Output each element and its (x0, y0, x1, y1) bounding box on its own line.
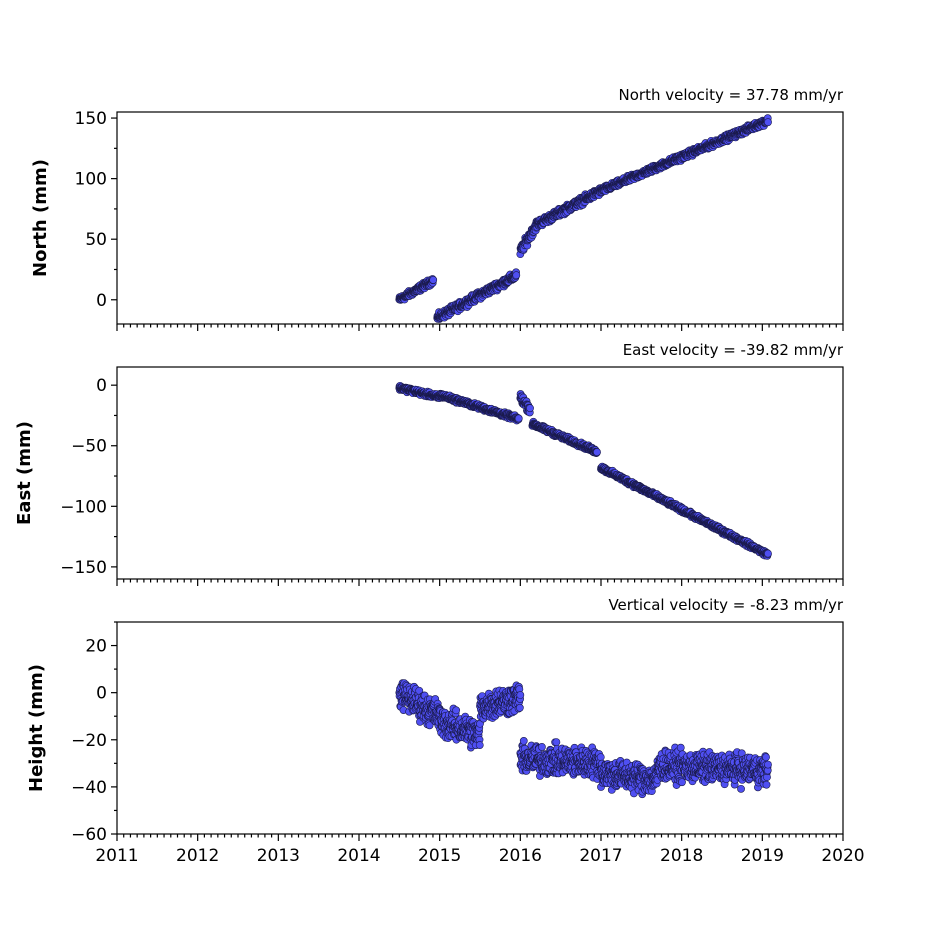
x-tick-label: 2020 (821, 846, 864, 866)
data-point (762, 753, 770, 762)
data-point (538, 743, 546, 751)
x-tick-label: 2012 (176, 846, 219, 866)
data-point (676, 743, 685, 752)
height-xaxis: 2011 2012 2013 2014 2015 2016 2017 2018 2019 2020 (95, 834, 865, 866)
y-tick-label: −150 (60, 558, 107, 578)
east-plot-frame (116, 366, 844, 580)
data-point (514, 414, 523, 423)
y-tick-label: 20 (85, 637, 107, 657)
data-point (519, 737, 528, 745)
data-point (678, 778, 686, 787)
data-point (737, 784, 745, 793)
x-tick-label: 2017 (579, 846, 622, 866)
height-yaxis: 20 0 −20 −40 −60 (71, 621, 117, 845)
x-tick-label: 2019 (741, 846, 784, 866)
north-xaxis (116, 324, 844, 331)
height-panel: Vertical velocity = -8.23 mm/yr Height (… (26, 596, 865, 866)
data-point (762, 780, 771, 789)
east-points (395, 381, 772, 560)
y-tick-label: 0 (96, 291, 107, 311)
data-point (764, 549, 772, 558)
north-yaxis: 0 50 100 150 (75, 109, 117, 311)
x-tick-label: 2016 (499, 846, 542, 866)
y-tick-label: −100 (60, 497, 107, 517)
data-point (552, 738, 561, 747)
y-tick-label: −50 (71, 437, 107, 457)
x-tick-label: 2018 (660, 846, 703, 866)
north-points (395, 114, 772, 323)
north-ylabel: North (mm) (30, 159, 51, 277)
data-point (516, 691, 525, 699)
y-tick-label: −60 (71, 825, 107, 845)
data-point (764, 118, 772, 127)
y-tick-label: 0 (96, 684, 107, 704)
east-xaxis (116, 579, 844, 586)
data-point (593, 448, 601, 456)
data-point (475, 741, 484, 749)
data-point (515, 703, 524, 712)
data-point (452, 706, 461, 715)
y-tick-label: 0 (96, 376, 107, 396)
y-tick-label: 100 (75, 170, 107, 190)
x-tick-label: 2011 (95, 846, 138, 866)
data-point (596, 753, 605, 762)
east-ylabel: East (mm) (14, 421, 35, 525)
x-tick-label: 2013 (257, 846, 300, 866)
y-tick-label: −40 (71, 778, 107, 798)
vertical-velocity-title: Vertical velocity = -8.23 mm/yr (608, 596, 843, 614)
data-point (512, 271, 521, 280)
data-point (526, 404, 534, 413)
east-velocity-title: East velocity = -39.82 mm/yr (623, 341, 844, 359)
data-point (764, 760, 772, 769)
east-yaxis: 0 −50 −100 −150 (60, 376, 117, 578)
y-tick-label: −20 (71, 731, 107, 751)
y-tick-label: 150 (75, 109, 107, 129)
x-tick-label: 2015 (418, 846, 461, 866)
y-tick-label: 50 (85, 230, 107, 250)
east-panel: East velocity = -39.82 mm/yr East (mm) 0… (14, 341, 844, 586)
data-point (429, 276, 438, 284)
north-velocity-title: North velocity = 37.78 mm/yr (619, 86, 844, 104)
north-panel: North velocity = 37.78 mm/yr North (mm) … (30, 86, 844, 331)
height-points (395, 679, 772, 799)
x-tick-label: 2014 (337, 846, 380, 866)
height-ylabel: Height (mm) (26, 664, 47, 792)
